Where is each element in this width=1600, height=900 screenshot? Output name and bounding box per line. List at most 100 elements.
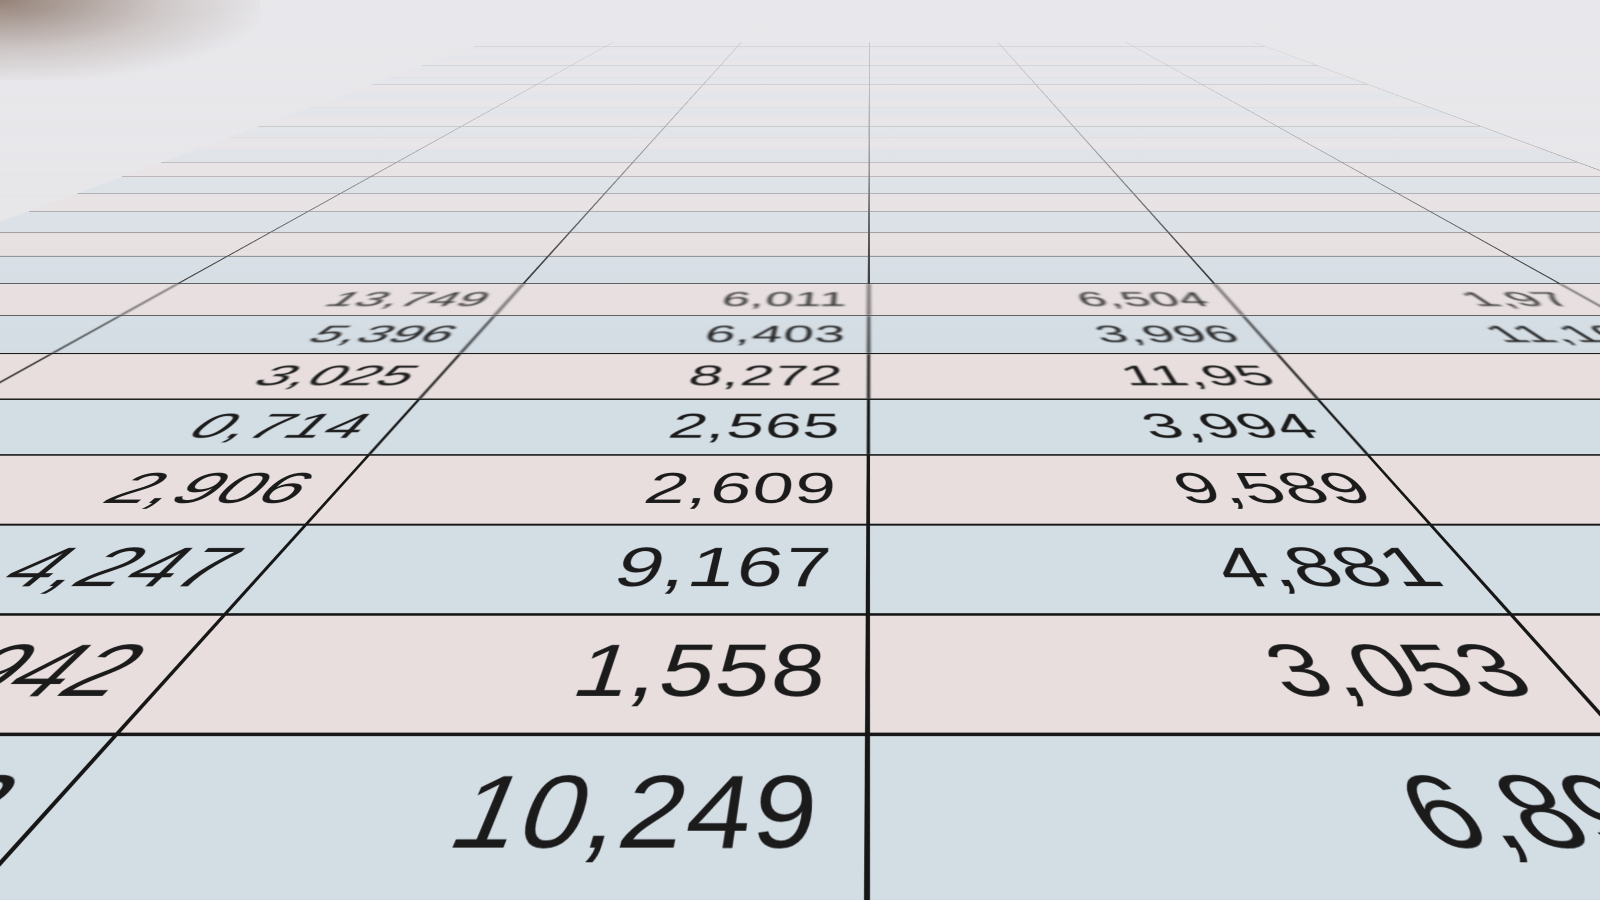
table-cell xyxy=(870,211,1169,233)
table-cell: 11,16 xyxy=(1244,316,1600,354)
table-cell xyxy=(645,137,870,149)
table-row: 18 10,249 6,89 xyxy=(0,732,1600,900)
table-cell xyxy=(511,91,698,99)
table-cell xyxy=(1049,99,1244,108)
table-cell xyxy=(1297,137,1543,149)
table-row: 942 1,558 3,053 xyxy=(0,613,1600,733)
table-row xyxy=(332,91,1408,99)
table-row xyxy=(162,148,1578,162)
table-row xyxy=(122,161,1600,177)
table-row xyxy=(372,77,1368,85)
table-row: 3,025 8,272 11,95 3,8 xyxy=(0,353,1600,399)
table-cell xyxy=(524,256,870,284)
table-cell: 4,881 xyxy=(870,525,1512,614)
table-cell xyxy=(371,162,634,177)
table-cell xyxy=(656,126,870,137)
table-row xyxy=(309,98,1431,108)
table-cell xyxy=(870,176,1134,193)
table-cell xyxy=(606,176,870,193)
table-cell xyxy=(870,232,1191,256)
table-cell: 3,8 xyxy=(1278,354,1600,399)
table-cell xyxy=(571,211,870,233)
table-cell: 0,714 xyxy=(0,399,420,455)
table-cell: 3,053 xyxy=(870,615,1600,733)
table-cell xyxy=(1065,116,1278,127)
table-cell xyxy=(870,84,1043,92)
table-cell xyxy=(1342,162,1600,177)
table-cell: 8,272 xyxy=(421,354,870,399)
table-row xyxy=(258,116,1482,127)
table-cell xyxy=(870,116,1074,127)
table-cell xyxy=(525,84,704,92)
table-cell: 10,249 xyxy=(0,736,870,900)
table-cell xyxy=(272,211,590,233)
table-cell xyxy=(870,137,1095,149)
table-cell xyxy=(1243,107,1455,117)
table-cell: 6,89 xyxy=(870,736,1600,900)
table-cell xyxy=(496,99,691,108)
table-cell xyxy=(398,149,646,162)
table-cell xyxy=(179,256,550,284)
table-row: 2,906 2,609 9,589 xyxy=(0,454,1600,524)
table-cell xyxy=(1260,116,1482,127)
table-cell xyxy=(421,137,657,149)
table-cell xyxy=(870,99,1057,108)
table-cell xyxy=(1150,211,1468,233)
table-cell xyxy=(229,232,571,256)
table-cell xyxy=(1042,91,1229,99)
printed-table: 18 10,249 6,89 942 1,558 3,053 4,247 9,167 4,881… xyxy=(0,41,1600,900)
table-cell: 2,906 xyxy=(0,455,370,524)
table-cell xyxy=(1036,84,1215,92)
table-cell: 3,025 xyxy=(0,354,462,399)
table-cell xyxy=(1318,149,1578,162)
table-cell xyxy=(78,176,372,193)
table-row xyxy=(0,255,1600,284)
table-cell: 6,011 xyxy=(496,283,870,316)
table-cell xyxy=(285,107,497,117)
table-cell xyxy=(697,84,870,92)
table-cell: 11,95 xyxy=(870,354,1319,399)
table-cell xyxy=(1073,126,1297,137)
table-cell xyxy=(162,149,422,162)
table-cell xyxy=(549,232,870,256)
table-cell: 9,589 xyxy=(870,455,1432,524)
table-cell xyxy=(1190,256,1561,284)
table-cell xyxy=(1094,149,1342,162)
table-cell xyxy=(675,107,870,117)
table-cell xyxy=(29,193,342,212)
table-cell xyxy=(870,126,1084,137)
table-cell xyxy=(690,91,870,99)
table-cell xyxy=(1228,99,1431,108)
table-cell xyxy=(620,162,870,177)
table-cell: 1,558 xyxy=(120,615,870,733)
table-cell xyxy=(122,162,398,177)
table-row xyxy=(285,107,1455,117)
table-row xyxy=(78,176,1600,193)
table-row xyxy=(352,84,1388,92)
table-cell: 8 xyxy=(1320,399,1600,455)
table-row xyxy=(229,126,1511,137)
table-cell xyxy=(1215,91,1408,99)
table-cell xyxy=(1169,232,1511,256)
table-cell xyxy=(1119,176,1398,193)
table-cell xyxy=(683,99,870,108)
table-row: 13,749 6,011 6,504 1,97 xyxy=(0,283,1600,316)
table-cell xyxy=(1134,193,1431,212)
table-row xyxy=(29,192,1600,212)
table-cell xyxy=(870,256,1216,284)
table-cell xyxy=(666,116,870,127)
table-cell xyxy=(197,137,443,149)
table-cell xyxy=(1106,162,1369,177)
table-row xyxy=(197,136,1543,149)
table-cell xyxy=(589,193,870,212)
table-cell xyxy=(1277,126,1511,137)
table-cell xyxy=(1398,193,1600,212)
table-row: 4,247 9,167 4,881 xyxy=(0,523,1600,614)
table-cell xyxy=(870,193,1151,212)
table-cell: 9,167 xyxy=(228,525,871,614)
table-cell xyxy=(480,107,684,117)
table-cell xyxy=(1202,84,1388,92)
table-cell xyxy=(309,99,512,108)
